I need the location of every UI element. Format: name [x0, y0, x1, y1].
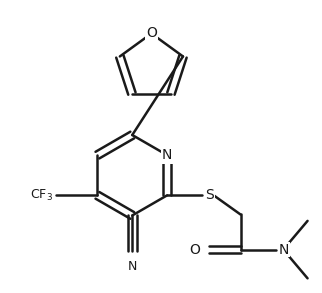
Text: S: S	[205, 188, 214, 202]
Text: N: N	[128, 260, 137, 273]
Text: O: O	[189, 243, 200, 257]
Text: O: O	[146, 26, 157, 40]
Text: N: N	[162, 148, 172, 162]
Text: CF$_3$: CF$_3$	[30, 188, 53, 203]
Text: N: N	[279, 243, 289, 257]
